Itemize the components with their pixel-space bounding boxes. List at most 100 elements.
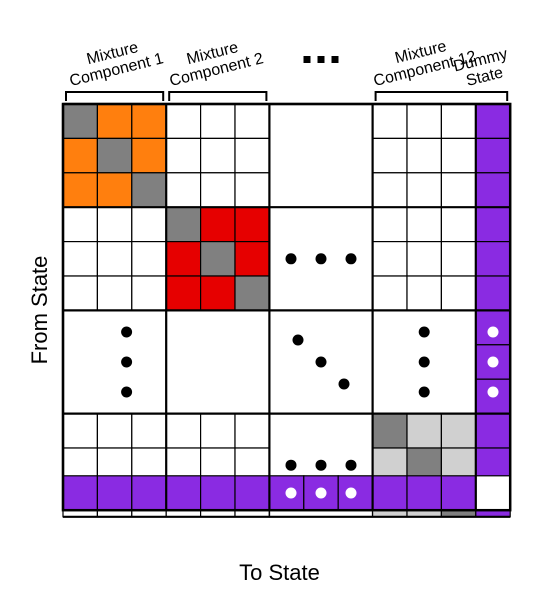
matrix-cell bbox=[372, 137, 408, 174]
matrix-cell bbox=[406, 413, 443, 449]
ellipsis-vertical-icon bbox=[121, 386, 133, 398]
matrix-cell bbox=[440, 137, 477, 174]
matrix-cell bbox=[96, 241, 133, 277]
component-2-bracket bbox=[168, 91, 268, 101]
matrix-cell bbox=[96, 103, 133, 140]
matrix-cell bbox=[131, 275, 167, 312]
matrix-cell bbox=[62, 275, 99, 312]
matrix-border bbox=[61, 102, 512, 512]
ellipsis-vertical-icon bbox=[121, 356, 133, 368]
matrix-cell bbox=[62, 241, 99, 277]
matrix-cell bbox=[96, 275, 133, 312]
matrix-cell bbox=[372, 172, 408, 208]
matrix-cell bbox=[165, 103, 202, 140]
matrix-cell bbox=[372, 413, 408, 449]
ellipsis-horizontal-icon bbox=[331, 56, 339, 63]
component-1-bracket bbox=[65, 91, 165, 101]
matrix-cell bbox=[200, 137, 236, 174]
ellipsis-block bbox=[165, 309, 271, 415]
dummy-row-cell bbox=[234, 475, 271, 511]
matrix-cell bbox=[200, 413, 236, 449]
dummy-column-cell bbox=[475, 275, 511, 312]
component-brackets bbox=[65, 91, 509, 101]
ellipsis-vertical-icon bbox=[487, 386, 499, 398]
matrix-cell bbox=[406, 172, 443, 208]
matrix-cell bbox=[440, 241, 477, 277]
dummy-column-cell bbox=[475, 413, 511, 449]
ellipsis-vertical-icon bbox=[418, 326, 430, 338]
matrix-cell bbox=[200, 103, 236, 140]
matrix-cell bbox=[131, 206, 167, 243]
matrix-cell bbox=[165, 137, 202, 174]
matrix-cell bbox=[234, 241, 271, 277]
dummy-column-cell bbox=[475, 241, 511, 277]
matrix-cell bbox=[406, 206, 443, 243]
matrix-cell bbox=[440, 172, 477, 208]
ellipsis-horizontal-icon bbox=[345, 459, 357, 471]
dummy-row-cell bbox=[200, 475, 236, 511]
matrix-cell bbox=[440, 103, 477, 140]
ellipsis-horizontal-icon bbox=[285, 253, 297, 265]
ellipsis-block bbox=[268, 103, 374, 208]
y-axis-label: From State bbox=[27, 255, 52, 365]
matrix-cell bbox=[234, 137, 271, 174]
matrix-cell bbox=[131, 137, 167, 174]
matrix-cell bbox=[62, 103, 99, 140]
matrix-cell bbox=[200, 172, 236, 208]
ellipsis-horizontal-icon bbox=[345, 253, 357, 265]
matrix-cell bbox=[406, 103, 443, 140]
matrix-cell bbox=[440, 413, 477, 449]
matrix-cell bbox=[440, 275, 477, 312]
matrix-cell bbox=[200, 206, 236, 243]
ellipsis-horizontal-icon bbox=[315, 253, 327, 265]
dummy-row-cell bbox=[62, 475, 99, 511]
matrix-cell bbox=[62, 413, 99, 449]
matrix-cell bbox=[165, 241, 202, 277]
dummy-row-cell bbox=[440, 475, 477, 511]
matrix-cell bbox=[62, 206, 99, 243]
dummy-corner-cell bbox=[475, 475, 511, 511]
dummy-column-cell bbox=[475, 103, 511, 140]
ellipsis-horizontal-icon bbox=[345, 487, 357, 499]
matrix-cell bbox=[96, 206, 133, 243]
matrix-cell bbox=[200, 275, 236, 312]
ellipsis-horizontal-icon bbox=[317, 56, 325, 63]
block-borders bbox=[61, 102, 512, 518]
dummy-row-cell bbox=[372, 475, 408, 511]
component-12-dummy-bracket bbox=[374, 91, 509, 101]
matrix-cell bbox=[372, 275, 408, 312]
ellipsis-horizontal-icon bbox=[285, 459, 297, 471]
matrix-cell bbox=[131, 413, 167, 449]
matrix-cell bbox=[406, 137, 443, 174]
matrix-cell bbox=[234, 103, 271, 140]
matrix-cell bbox=[96, 413, 133, 449]
dummy-row-cell bbox=[96, 475, 133, 511]
ellipsis-vertical-icon bbox=[418, 356, 430, 368]
matrix-cell bbox=[234, 172, 271, 208]
dummy-column-cell bbox=[475, 206, 511, 243]
dummy-column-cell bbox=[475, 172, 511, 208]
ellipsis-diagonal-icon bbox=[315, 356, 327, 368]
matrix-cell bbox=[372, 103, 408, 140]
ellipsis-dots bbox=[121, 56, 499, 499]
matrix-cell bbox=[131, 241, 167, 277]
ellipsis-horizontal-icon bbox=[303, 56, 311, 63]
matrix-cell bbox=[234, 275, 271, 312]
ellipsis-vertical-icon bbox=[487, 326, 499, 338]
ellipsis-diagonal-icon bbox=[292, 334, 304, 346]
ellipsis-horizontal-icon bbox=[285, 487, 297, 499]
matrix-cell bbox=[131, 172, 167, 208]
matrix-cell bbox=[96, 137, 133, 174]
matrix-cell bbox=[62, 172, 99, 208]
dummy-column-cell bbox=[475, 137, 511, 174]
dummy-row-cell bbox=[406, 475, 443, 511]
dummy-row-cell bbox=[131, 475, 167, 511]
matrix-cell bbox=[96, 172, 133, 208]
ellipsis-vertical-icon bbox=[487, 356, 499, 368]
matrix-cell bbox=[234, 206, 271, 243]
ellipsis-horizontal-icon bbox=[315, 487, 327, 499]
matrix-cell bbox=[165, 206, 202, 243]
matrix-cell bbox=[131, 103, 167, 140]
matrix-cell bbox=[165, 275, 202, 312]
